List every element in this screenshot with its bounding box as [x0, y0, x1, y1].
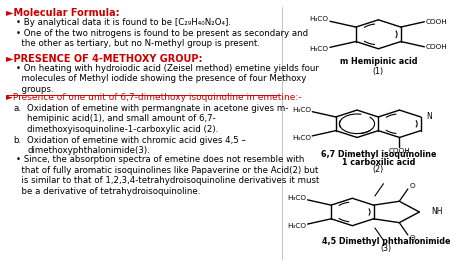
Text: ►PRESENCE OF 4-METHOXY GROUP:: ►PRESENCE OF 4-METHOXY GROUP:: [6, 54, 202, 64]
Text: m Hemipinic acid: m Hemipinic acid: [339, 57, 417, 66]
Text: COOH: COOH: [426, 44, 447, 50]
Text: (2): (2): [373, 165, 384, 174]
Text: a.: a.: [13, 104, 21, 113]
Text: H₃CO: H₃CO: [310, 16, 328, 22]
Text: 6,7 Dimethyl isoquinoline: 6,7 Dimethyl isoquinoline: [320, 150, 436, 159]
Text: 1 carboxilic acid: 1 carboxilic acid: [342, 158, 415, 167]
Text: (1): (1): [373, 67, 384, 76]
Text: • One of the two nitrogens is found to be present as secondary and
  the other a: • One of the two nitrogens is found to b…: [16, 29, 308, 48]
Text: 4,5 Dimethyl phthalionimide: 4,5 Dimethyl phthalionimide: [321, 237, 450, 246]
Text: N: N: [426, 113, 432, 122]
Text: • Since, the absorption spectra of emetine does not resemble with
  that of full: • Since, the absorption spectra of emeti…: [16, 155, 319, 196]
Text: Oxidation of emetine with permangnate in acetone gives m-
hemipinic acid(1), and: Oxidation of emetine with permangnate in…: [27, 104, 289, 134]
Text: COOH: COOH: [426, 19, 447, 25]
Text: • On heating with hydroiodic acid (Zeisel method) emetine yields four
  molecule: • On heating with hydroiodic acid (Zeise…: [16, 64, 319, 94]
Text: b.: b.: [13, 136, 21, 145]
Text: H₃CO: H₃CO: [292, 107, 311, 113]
Text: O: O: [410, 183, 415, 189]
Text: COOH: COOH: [389, 148, 410, 154]
Text: H₃CO: H₃CO: [287, 223, 306, 229]
Text: H₃CO: H₃CO: [287, 195, 306, 201]
Text: H₃CO: H₃CO: [310, 47, 328, 52]
Text: ►Molecular Formula:: ►Molecular Formula:: [6, 8, 120, 18]
Text: • By analytical data it is found to be [C₂₉H₄₀N₂O₄].: • By analytical data it is found to be […: [16, 19, 230, 27]
Text: NH: NH: [431, 207, 443, 217]
Text: ►Presence of one unit of 6,7-dimethoxy isoquinoline in emetine:-: ►Presence of one unit of 6,7-dimethoxy i…: [6, 93, 301, 102]
Text: O: O: [410, 235, 415, 241]
Text: H₃CO: H₃CO: [292, 135, 311, 141]
Text: Oxidation of emetine with chromic acid gives 4,5 –
dimethoxyphthalonimide(3).: Oxidation of emetine with chromic acid g…: [27, 136, 246, 155]
Text: (3): (3): [380, 244, 392, 253]
